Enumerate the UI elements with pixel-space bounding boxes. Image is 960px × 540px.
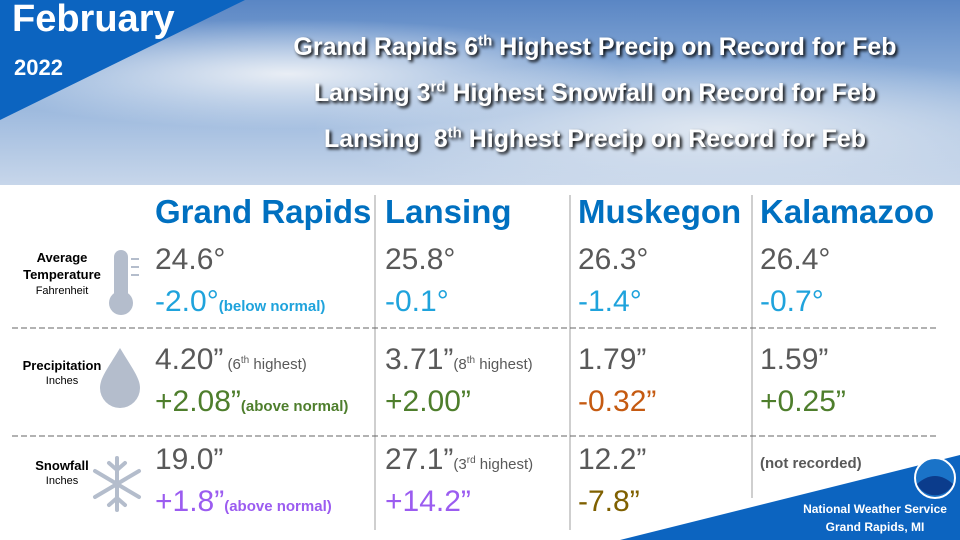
value: 3.71” xyxy=(385,343,454,376)
headline-part: Lansing 3rd Highest Snowfall on Record f… xyxy=(314,79,876,107)
cell-value: 1.79” xyxy=(578,343,646,377)
value-note-text: highest) xyxy=(475,456,534,473)
anomaly: +2.00” xyxy=(385,385,471,418)
value: 25.8° xyxy=(385,243,456,276)
headline-part-text: Lansing 8 xyxy=(323,125,448,154)
anomaly: +1.8” xyxy=(155,485,225,518)
anomaly-note: (above normal) xyxy=(224,498,332,515)
column-header: Lansing xyxy=(385,193,512,230)
cell-value: 4.20” (6th highest) xyxy=(155,343,307,377)
cell-anomaly: -0.7° xyxy=(760,285,824,319)
value: 27.1” xyxy=(385,443,454,476)
cell-value: 24.6° xyxy=(155,243,225,277)
cell-anomaly: -1.4° xyxy=(578,285,642,319)
cell-anomaly: -0.32” xyxy=(578,385,656,419)
anomaly-note: (above normal) xyxy=(240,398,349,415)
cell-anomaly: +2.08”(above normal) xyxy=(155,385,348,419)
cell-value: 3.71”(8th highest) xyxy=(385,343,533,377)
cell-value: 19.0” xyxy=(155,443,223,477)
headline-part-sup: th xyxy=(478,33,493,50)
value-note-sup: rd xyxy=(466,455,476,466)
anomaly: -0.32” xyxy=(578,385,657,418)
row-unit: Inches xyxy=(45,375,79,387)
cell-value: 1.59” xyxy=(760,343,828,377)
anomaly: -0.1° xyxy=(385,285,449,318)
cell-anomaly: -2.0°(below normal) xyxy=(155,285,325,319)
value-note: (6th highest) xyxy=(223,355,307,373)
headline-part-text: Highest Precip on Record for Feb xyxy=(461,125,867,154)
row-unit: Inches xyxy=(45,475,79,487)
anomaly: -0.7° xyxy=(760,285,824,318)
noaa-logo xyxy=(917,476,953,496)
row-label: Average Temperature xyxy=(23,250,101,282)
cell-anomaly: +0.25” xyxy=(760,385,846,419)
row-label: Snowfall xyxy=(35,458,89,473)
headline-part-text: Highest Snowfall on Record for Feb xyxy=(445,79,877,108)
anomaly: -1.4° xyxy=(578,285,642,318)
value-note: (8th highest) xyxy=(453,355,533,373)
cell-value: 26.3° xyxy=(578,243,648,277)
cell-anomaly: +1.8”(above normal) xyxy=(155,485,332,519)
column-header: Grand Rapids xyxy=(155,193,372,230)
value: 19.0” xyxy=(155,443,224,476)
agency: National Weather Service xyxy=(803,502,947,516)
cell-value: 27.1”(3rd highest) xyxy=(385,443,533,477)
value-note-sup: th xyxy=(240,355,250,366)
snowflake-icon xyxy=(93,456,141,512)
value: 1.59” xyxy=(760,343,829,376)
anomaly: -7.8” xyxy=(578,485,640,518)
anomaly: +2.08” xyxy=(155,385,241,418)
value-note-text: (3 xyxy=(453,456,467,473)
headline-part-sup: th xyxy=(447,125,462,142)
row-unit: Fahrenheit xyxy=(35,285,89,297)
value: 1.79” xyxy=(578,343,647,376)
headline-part-sup: rd xyxy=(430,79,446,96)
headline-part-text: Lansing 3 xyxy=(313,79,431,108)
cell-anomaly: +14.2” xyxy=(385,485,471,519)
thermometer-icon xyxy=(109,250,139,315)
value-note: (3rd highest) xyxy=(453,455,534,473)
value-note-text: (6 xyxy=(223,356,241,373)
footer-banner xyxy=(620,455,960,540)
headline: Lansing 8th Highest Precip on Record for… xyxy=(250,125,940,154)
anomaly: +14.2” xyxy=(385,485,471,518)
column-dividers xyxy=(374,195,753,530)
value-note-text: highest) xyxy=(249,356,307,373)
headline-part-text: Grand Rapids 6 xyxy=(293,33,479,62)
anomaly-note: (below normal) xyxy=(218,298,326,315)
anomaly: +0.25” xyxy=(760,385,846,418)
value: 24.6° xyxy=(155,243,226,276)
headline-part: Grand Rapids 6th Highest Precip on Recor… xyxy=(293,33,896,61)
value: 4.20” xyxy=(155,343,224,376)
cell-note: (not recorded) xyxy=(760,455,862,472)
cell-value: 25.8° xyxy=(385,243,455,277)
headline: Lansing 3rd Highest Snowfall on Record f… xyxy=(250,79,940,108)
anomaly: -2.0° xyxy=(155,285,219,318)
cell-anomaly: -7.8” xyxy=(578,485,640,519)
value: 12.2” xyxy=(578,443,647,476)
cell-anomaly: -0.1° xyxy=(385,285,449,319)
value-note-text: (8 xyxy=(453,356,467,373)
value-note-sup: th xyxy=(466,355,476,366)
column-header: Muskegon xyxy=(578,193,742,230)
cell-anomaly: +2.00” xyxy=(385,385,471,419)
row-dividers xyxy=(12,327,936,437)
cell-value: 26.4° xyxy=(760,243,830,277)
cell-value: 12.2” xyxy=(578,443,646,477)
month: February xyxy=(12,0,175,40)
headline-part-text: Highest Precip on Record for Feb xyxy=(492,33,897,62)
headline-part: Lansing 8th Highest Precip on Record for… xyxy=(324,125,866,153)
title-banner xyxy=(0,0,245,120)
headline: Grand Rapids 6th Highest Precip on Recor… xyxy=(250,33,940,62)
row-label: Precipitation xyxy=(22,358,102,373)
office: Grand Rapids, MI xyxy=(825,520,925,534)
value: 26.3° xyxy=(578,243,649,276)
value: 26.4° xyxy=(760,243,831,276)
drop-icon xyxy=(100,348,140,408)
column-header: Kalamazoo xyxy=(760,193,935,230)
year: 2022 xyxy=(14,55,63,80)
value-note-text: highest) xyxy=(475,356,533,373)
